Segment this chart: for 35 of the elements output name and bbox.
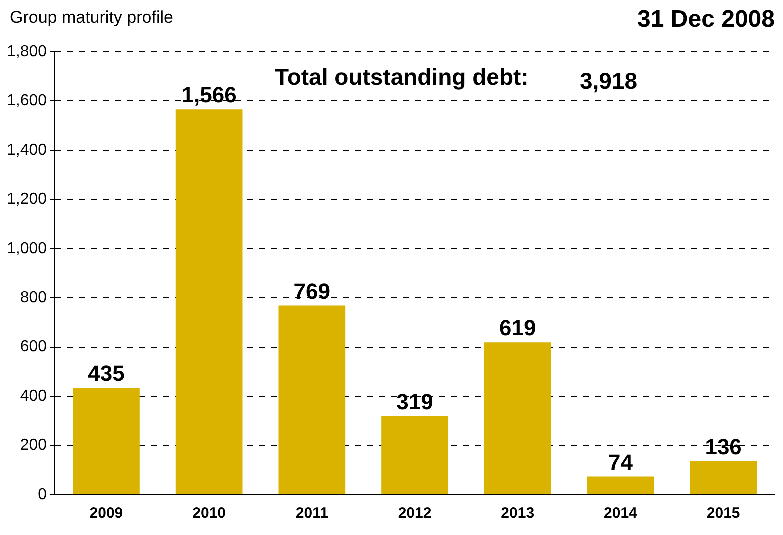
y-tick-label: 200 <box>20 437 48 454</box>
data-label: 136 <box>705 434 742 460</box>
y-tick-label: 1,200 <box>6 191 48 208</box>
y-tick-label: 1,600 <box>6 92 48 110</box>
data-label: 319 <box>396 390 434 415</box>
y-tick-label: 1,000 <box>6 240 48 258</box>
x-tick-label: 2012 <box>398 505 432 522</box>
bar <box>176 110 243 494</box>
data-label: 435 <box>88 361 125 386</box>
annotation: 3,918 <box>580 68 638 95</box>
bar <box>587 476 654 494</box>
bar <box>73 388 140 494</box>
data-label: 619 <box>500 316 536 341</box>
x-tick-label: 2011 <box>296 505 328 522</box>
data-label: 769 <box>294 278 331 304</box>
x-tick-label: 2014 <box>604 505 638 522</box>
x-tick-label: 2010 <box>192 505 226 522</box>
chart-title: Group maturity profile <box>10 8 174 28</box>
data-label: 74 <box>608 450 634 475</box>
x-tick-label: 2015 <box>706 505 740 522</box>
y-tick-label: 800 <box>20 290 48 307</box>
y-tick-label: 600 <box>20 338 48 356</box>
annotation: Total outstanding debt: <box>275 64 529 91</box>
x-tick-label: 2013 <box>501 505 535 522</box>
x-tick-label: 2009 <box>90 505 124 522</box>
y-tick-label: 1,800 <box>6 43 48 60</box>
y-tick-label: 1,400 <box>6 142 48 159</box>
bar <box>382 416 448 494</box>
bar <box>278 306 346 494</box>
chart-subtitle: 31 Dec 2008 <box>638 6 775 34</box>
y-tick-label: 0 <box>38 486 48 504</box>
bar <box>690 462 757 494</box>
data-label: 1,566 <box>182 82 237 108</box>
bar <box>484 342 552 494</box>
y-tick-label: 400 <box>20 388 48 405</box>
